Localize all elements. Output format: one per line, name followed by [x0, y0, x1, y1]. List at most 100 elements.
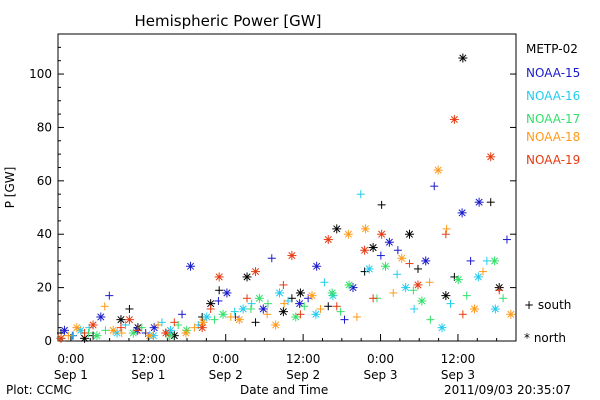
data-point [125, 304, 134, 313]
data-point [267, 254, 276, 263]
data-point [206, 299, 216, 309]
data-point [96, 312, 106, 322]
data-point [149, 323, 159, 333]
chart-title: Hemispheric Power [GW] [134, 12, 322, 30]
legend-metp-02: METP-02 [526, 42, 578, 56]
data-point [327, 288, 337, 298]
data-point [377, 229, 387, 239]
data-point [393, 270, 402, 279]
data-point [100, 302, 109, 311]
data-point [238, 304, 248, 314]
north-symbol: * [524, 331, 530, 345]
data-point [356, 190, 365, 199]
data-point [486, 198, 495, 207]
north-label: north [533, 331, 567, 345]
data-point [502, 235, 511, 244]
data-point [437, 323, 447, 333]
data-point [368, 243, 378, 253]
data-point [124, 315, 134, 325]
data-point [72, 323, 82, 333]
data-point [280, 299, 289, 308]
data-point [92, 331, 102, 341]
x-tick-date: Sep 1 [131, 368, 165, 382]
x-tick-time: 12:00 [131, 352, 166, 366]
data-point [59, 325, 69, 335]
y-tick-label: 0 [44, 334, 52, 348]
data-point [154, 320, 163, 329]
data-point [214, 296, 223, 305]
data-point [133, 326, 142, 335]
data-point [343, 229, 353, 239]
x-tick-time: 12:00 [286, 352, 321, 366]
data-point [499, 294, 508, 303]
data-point [441, 291, 451, 301]
data-point [145, 331, 155, 341]
data-point [247, 299, 256, 308]
data-point [336, 307, 345, 316]
x-tick-date: Sep 2 [209, 368, 243, 382]
x-tick-time: 0:00 [212, 352, 239, 366]
data-point [426, 315, 435, 324]
data-point [344, 280, 354, 290]
data-point [441, 230, 450, 239]
data-point [300, 302, 309, 311]
data-point [458, 310, 467, 319]
y-axis-label: P [GW] [3, 167, 17, 209]
x-tick-date: Sep 3 [363, 368, 397, 382]
data-point [410, 304, 419, 313]
data-point [482, 256, 491, 265]
data-point [116, 323, 125, 332]
data-point [384, 237, 394, 247]
data-point [369, 294, 378, 303]
data-point [397, 253, 407, 263]
data-point [474, 197, 484, 207]
legend-south-marker: + south [524, 298, 571, 312]
data-point [393, 246, 402, 255]
data-point [425, 278, 434, 287]
data-point [275, 288, 285, 298]
data-point [478, 267, 487, 276]
data-point [401, 283, 411, 293]
data-point [360, 224, 370, 234]
data-point [340, 315, 349, 324]
x-tick-time: 0:00 [367, 352, 394, 366]
data-point [311, 309, 321, 319]
data-point [430, 182, 439, 191]
legend-noaa-19: NOAA-19 [526, 153, 581, 167]
data-point [243, 294, 252, 303]
data-point [88, 320, 98, 330]
x-tick-time: 0:00 [57, 352, 84, 366]
data-point [377, 200, 386, 209]
y-tick-label: 100 [29, 67, 52, 81]
data-point [332, 302, 341, 311]
data-point [279, 280, 288, 289]
data-point [381, 261, 391, 271]
data-point [360, 245, 370, 255]
data-point [453, 275, 463, 285]
data-point [210, 315, 219, 324]
data-point [413, 264, 422, 273]
data-point [263, 310, 272, 319]
data-point [458, 53, 468, 63]
data-point [405, 259, 414, 268]
data-point [214, 272, 224, 282]
data-point [190, 323, 199, 332]
data-point [254, 293, 264, 303]
data-point [490, 304, 500, 314]
data-point [417, 296, 427, 306]
data-point [112, 328, 122, 338]
data-point [295, 299, 305, 309]
data-point [495, 286, 504, 295]
x-tick-date: Sep 3 [441, 368, 475, 382]
data-point [251, 318, 260, 327]
data-point [197, 323, 207, 333]
data-point [271, 320, 281, 330]
data-point [413, 280, 423, 290]
y-tick-label: 80 [37, 120, 52, 134]
data-point [116, 315, 126, 325]
data-point [206, 304, 215, 313]
footer-timestamp: 2011/09/03 20:35:07 [444, 383, 571, 397]
data-point [291, 312, 301, 322]
data-point [246, 304, 255, 313]
